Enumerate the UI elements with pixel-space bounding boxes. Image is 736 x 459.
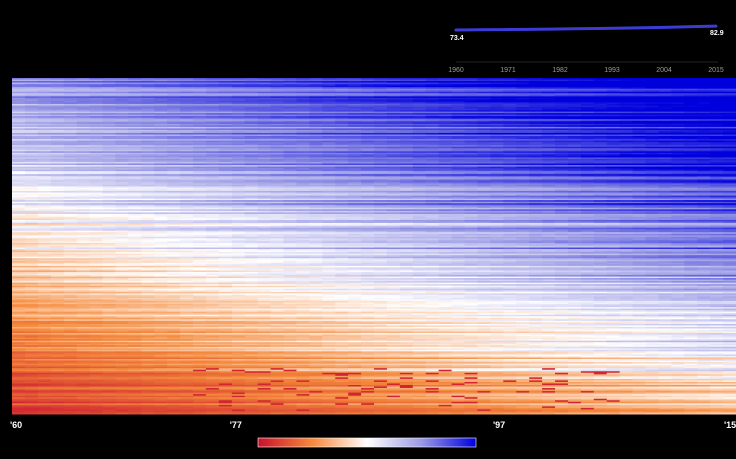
- sparkline-tick-label: 2004: [656, 67, 672, 74]
- sparkline-start-label: 73.4: [450, 35, 464, 42]
- sparkline-tick-label: 1971: [500, 67, 516, 74]
- sparkline-group: 73.4 82.9 1960 1971 1982 1993 2004 2015: [448, 26, 724, 74]
- sparkline-tick-label: 1993: [604, 67, 620, 74]
- sparkline-end-label: 82.9: [710, 30, 724, 37]
- sparkline-tick-label: 1982: [552, 67, 568, 74]
- sparkline-tick-label: 2015: [708, 67, 724, 74]
- sparkline-line: [456, 26, 716, 30]
- sparkline-tick-label: 1960: [448, 67, 464, 74]
- heatmap-group: '60'77'97'15: [10, 78, 736, 430]
